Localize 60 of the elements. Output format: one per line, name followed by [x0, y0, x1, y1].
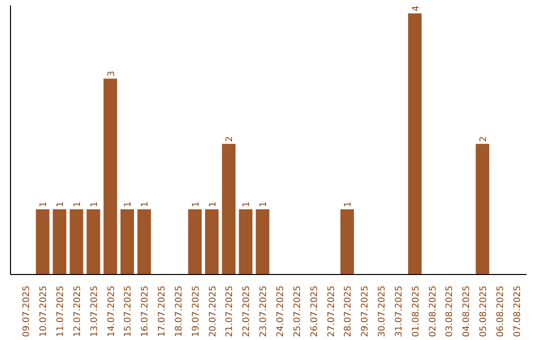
x-tick-label: 26.07.2025	[310, 286, 320, 338]
x-tick-label: 12.07.2025	[72, 286, 83, 338]
x-tick-label: 27.07.2025	[326, 286, 337, 338]
x-tick-label: 20.07.2025	[208, 286, 218, 338]
x-tick-label: 04.08.2025	[462, 286, 472, 338]
data-label: 3	[106, 70, 117, 77]
bar	[120, 209, 134, 274]
x-tick-label: 19.07.2025	[191, 286, 202, 338]
data-label: 1	[259, 201, 270, 208]
x-tick-label: 22.07.2025	[242, 286, 252, 338]
data-label: 1	[124, 201, 134, 208]
data-label: 1	[140, 201, 151, 208]
x-tick-label: 14.07.2025	[106, 286, 117, 338]
x-tick-label: 23.07.2025	[259, 286, 270, 338]
data-label: 1	[39, 201, 50, 208]
bar	[137, 209, 151, 274]
x-tick-label: 05.08.2025	[479, 286, 490, 338]
bar	[222, 144, 236, 274]
bar	[36, 209, 50, 274]
bar	[408, 13, 422, 274]
x-tick-label: 21.07.2025	[225, 286, 236, 338]
data-label: 1	[191, 201, 202, 208]
data-label: 4	[411, 5, 422, 12]
x-tick-label: 07.08.2025	[512, 286, 523, 338]
bar	[86, 209, 100, 274]
x-tick-label: 09.07.2025	[22, 286, 32, 338]
bar	[476, 144, 490, 274]
x-tick-label: 06.08.2025	[496, 286, 506, 338]
x-tick-label: 13.07.2025	[90, 286, 100, 338]
x-tick-label: 31.07.2025	[394, 286, 404, 338]
x-tick-label: 02.08.2025	[428, 286, 438, 338]
x-tick-label: 30.07.2025	[378, 286, 388, 338]
data-label: 2	[225, 136, 236, 142]
x-tick-label: 15.07.2025	[124, 286, 134, 338]
data-label: 1	[56, 201, 66, 208]
x-tick-label: 17.07.2025	[158, 286, 168, 338]
x-tick-label: 03.08.2025	[445, 286, 456, 338]
bar	[70, 209, 84, 274]
data-label: 2	[479, 136, 490, 142]
data-label: 1	[72, 201, 83, 208]
bar	[238, 209, 252, 274]
x-tick-label: 24.07.2025	[276, 286, 286, 338]
bar	[104, 78, 118, 274]
bar	[256, 209, 270, 274]
data-label: 1	[344, 201, 354, 208]
x-tick-label: 16.07.2025	[140, 286, 151, 338]
x-tick-label: 18.07.2025	[174, 286, 184, 338]
x-tick-label: 25.07.2025	[292, 286, 303, 338]
x-tick-label: 01.08.2025	[411, 286, 422, 338]
bar	[340, 209, 354, 274]
x-tick-label: 10.07.2025	[39, 286, 50, 338]
data-label: 1	[90, 201, 100, 208]
data-label: 1	[242, 201, 252, 208]
bar	[52, 209, 66, 274]
bar	[188, 209, 202, 274]
data-label: 1	[208, 201, 218, 208]
x-tick-label: 29.07.2025	[360, 286, 371, 338]
x-tick-label: 28.07.2025	[344, 286, 354, 338]
bar	[205, 209, 219, 274]
x-tick-label: 11.07.2025	[56, 286, 66, 338]
